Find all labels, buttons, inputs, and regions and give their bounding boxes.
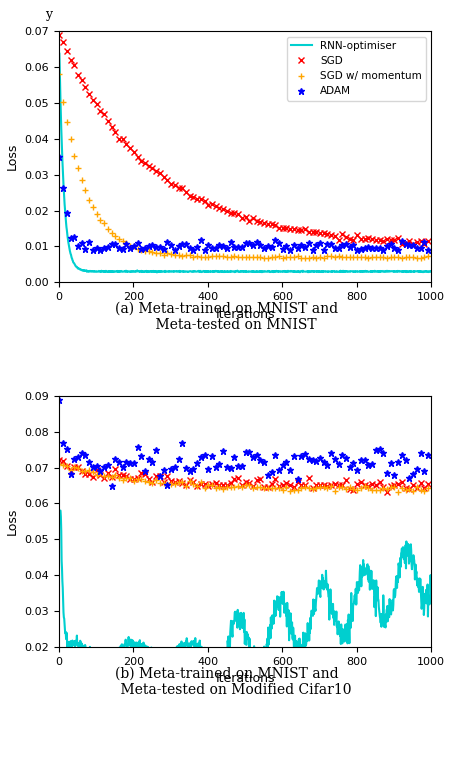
RNN-optimiser <box>154 267 160 277</box>
SGD w/ momentum <box>247 252 252 262</box>
Line: SGD: SGD <box>57 32 431 247</box>
RNN-optimiser <box>57 49 62 59</box>
SGD <box>57 31 62 40</box>
RNN-optimiser <box>429 267 434 276</box>
ADAM <box>425 245 431 255</box>
SGD <box>128 143 133 152</box>
RNN-optimiser <box>354 267 359 276</box>
ADAM <box>250 240 256 249</box>
Line: RNN-optimiser: RNN-optimiser <box>59 54 431 272</box>
SGD <box>276 223 282 233</box>
ADAM <box>146 241 152 251</box>
SGD w/ momentum <box>142 246 148 256</box>
Y-axis label: Loss: Loss <box>6 508 19 535</box>
SGD w/ momentum <box>57 70 62 79</box>
Text: y: y <box>45 8 53 21</box>
SGD w/ momentum <box>399 252 405 262</box>
ADAM <box>131 241 137 251</box>
Text: (b) Meta-trained on MNIST and
    Meta-tested on Modified Cifar10: (b) Meta-trained on MNIST and Meta-teste… <box>103 666 351 697</box>
SGD w/ momentum <box>276 252 282 261</box>
SGD w/ momentum <box>128 241 133 251</box>
SGD <box>410 240 416 249</box>
RNN-optimiser <box>347 267 352 276</box>
SGD w/ momentum <box>425 252 431 261</box>
Y-axis label: Loss: Loss <box>6 143 19 170</box>
RNN-optimiser <box>207 267 213 276</box>
ADAM <box>280 244 286 253</box>
SGD <box>247 216 252 225</box>
SGD <box>425 237 431 246</box>
SGD <box>395 234 401 243</box>
ADAM <box>410 240 416 249</box>
Legend: RNN-optimiser, SGD, SGD w/ momentum, ADAM: RNN-optimiser, SGD, SGD w/ momentum, ADA… <box>287 37 426 100</box>
RNN-optimiser <box>94 267 100 276</box>
SGD w/ momentum <box>410 252 416 261</box>
Text: (a) Meta-trained on MNIST and
    Meta-tested on MNIST: (a) Meta-trained on MNIST and Meta-teste… <box>115 302 339 332</box>
ADAM <box>57 152 62 162</box>
SGD w/ momentum <box>384 254 390 263</box>
Line: SGD w/ momentum: SGD w/ momentum <box>57 71 431 261</box>
RNN-optimiser <box>312 267 318 276</box>
SGD <box>407 236 412 245</box>
X-axis label: Iterations: Iterations <box>215 672 275 685</box>
X-axis label: Iterations: Iterations <box>215 307 275 321</box>
RNN-optimiser <box>221 267 226 276</box>
ADAM <box>399 236 405 245</box>
SGD <box>142 158 148 168</box>
Line: ADAM: ADAM <box>56 154 431 253</box>
ADAM <box>90 245 96 255</box>
